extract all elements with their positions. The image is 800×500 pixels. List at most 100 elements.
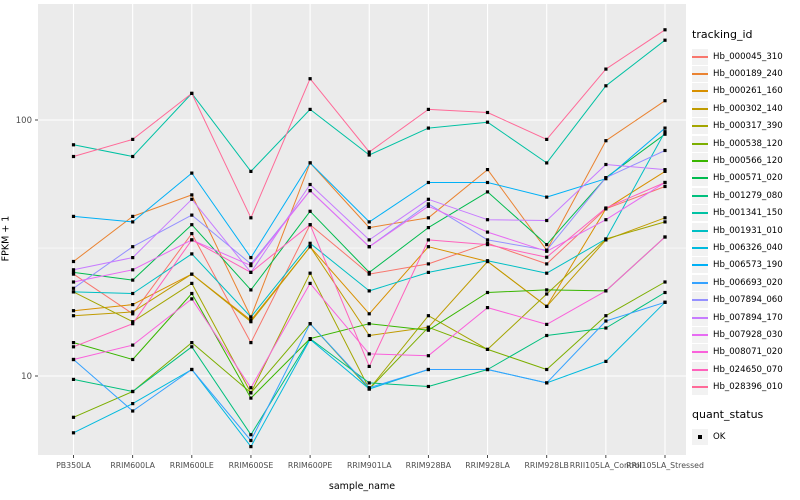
- data-point: [190, 171, 194, 175]
- data-point: [426, 126, 430, 130]
- data-point: [249, 256, 253, 260]
- data-point: [426, 384, 430, 389]
- data-point: [426, 216, 430, 220]
- data-point: [426, 202, 430, 206]
- quant-ok-label: OK: [713, 431, 726, 442]
- legend-entry: Hb_007894_170: [692, 309, 798, 326]
- data-point: [604, 326, 608, 330]
- data-point: [190, 91, 194, 95]
- data-point: [485, 218, 490, 222]
- data-point: [367, 333, 371, 338]
- data-point: [308, 337, 312, 341]
- data-point: [485, 230, 490, 234]
- legend-key-line-icon: [692, 299, 708, 302]
- data-point: [485, 238, 490, 242]
- legend-key-line-icon: [692, 107, 708, 110]
- data-point: [545, 288, 549, 292]
- data-point: [71, 345, 76, 349]
- data-point: [131, 409, 135, 413]
- data-point: [663, 99, 667, 103]
- legend-key: [692, 100, 708, 117]
- legend-label: Hb_007928_030: [713, 329, 783, 340]
- data-point: [545, 271, 549, 275]
- legend-entry: Hb_000566_120: [692, 152, 798, 170]
- data-point: [308, 281, 312, 285]
- legend-label: Hb_000261_160: [713, 86, 783, 97]
- data-point: [426, 367, 430, 372]
- data-point: [485, 168, 490, 172]
- data-point: [485, 306, 490, 310]
- x-axis-title: sample_name: [328, 481, 396, 492]
- data-point: [604, 218, 608, 222]
- data-point: [485, 120, 490, 124]
- legend-label: Hb_000302_140: [713, 103, 783, 114]
- legend-label: Hb_028396_010: [713, 382, 783, 393]
- data-point: [71, 357, 76, 362]
- data-point: [545, 292, 549, 296]
- data-point: [249, 396, 253, 400]
- legend: tracking_id Hb_000045_310 Hb_000189_240 Hb…: [692, 28, 798, 445]
- data-point: [131, 214, 135, 218]
- data-point: [308, 209, 312, 213]
- data-point: [131, 245, 135, 249]
- data-point: [426, 238, 430, 242]
- data-point: [426, 197, 430, 201]
- legend-entry-ok: OK: [692, 428, 798, 445]
- legend-key-line-icon: [692, 73, 708, 76]
- data-point: [545, 218, 549, 223]
- data-point: [545, 249, 549, 253]
- legend-entry: Hb_007894_060: [692, 291, 798, 309]
- data-point: [308, 77, 312, 81]
- data-point: [485, 259, 490, 263]
- data-point: [308, 182, 312, 187]
- data-point: [663, 180, 667, 185]
- data-point: [131, 312, 135, 316]
- data-point: [71, 270, 76, 274]
- data-point: [308, 161, 312, 165]
- data-point: [308, 189, 312, 193]
- data-point: [190, 223, 194, 227]
- data-point: [367, 364, 371, 368]
- data-point: [663, 38, 667, 42]
- data-point: [663, 126, 667, 130]
- legend-key: [692, 344, 708, 361]
- data-point: [367, 150, 371, 154]
- data-point: [71, 268, 76, 272]
- data-point: [426, 180, 430, 185]
- data-point: [190, 291, 194, 296]
- legend-label: Hb_001279_080: [713, 190, 783, 201]
- legend-entry: Hb_000189_240: [692, 65, 798, 83]
- data-point: [71, 377, 76, 381]
- legend-entry: Hb_001279_080: [692, 187, 798, 204]
- legend-key: [692, 170, 708, 187]
- quant-ok-key: [692, 428, 708, 445]
- data-point: [308, 223, 312, 227]
- legend-entry: Hb_000045_310: [692, 48, 798, 65]
- data-point: [249, 216, 253, 220]
- data-point: [131, 278, 135, 282]
- data-point: [367, 245, 371, 249]
- data-point: [249, 262, 253, 266]
- data-point: [249, 288, 253, 292]
- data-point: [663, 169, 667, 173]
- data-point: [190, 272, 194, 276]
- data-point: [426, 270, 430, 274]
- data-point: [663, 280, 667, 284]
- data-point: [604, 162, 608, 167]
- legend-label: Hb_006693_020: [713, 277, 783, 288]
- data-point: [426, 245, 430, 249]
- data-point: [485, 290, 490, 295]
- data-point: [249, 445, 253, 449]
- data-point: [426, 262, 430, 266]
- legend-label: Hb_006573_190: [713, 260, 783, 271]
- data-point: [131, 357, 135, 362]
- legend-entry: Hb_000261_160: [692, 83, 798, 100]
- data-point: [131, 137, 135, 141]
- legend-key-line-icon: [692, 194, 708, 197]
- data-point: [190, 281, 194, 285]
- legend-label: Hb_000317_390: [713, 121, 783, 132]
- legend-key-line-icon: [692, 333, 708, 336]
- data-point: [663, 130, 667, 134]
- data-point: [249, 341, 253, 345]
